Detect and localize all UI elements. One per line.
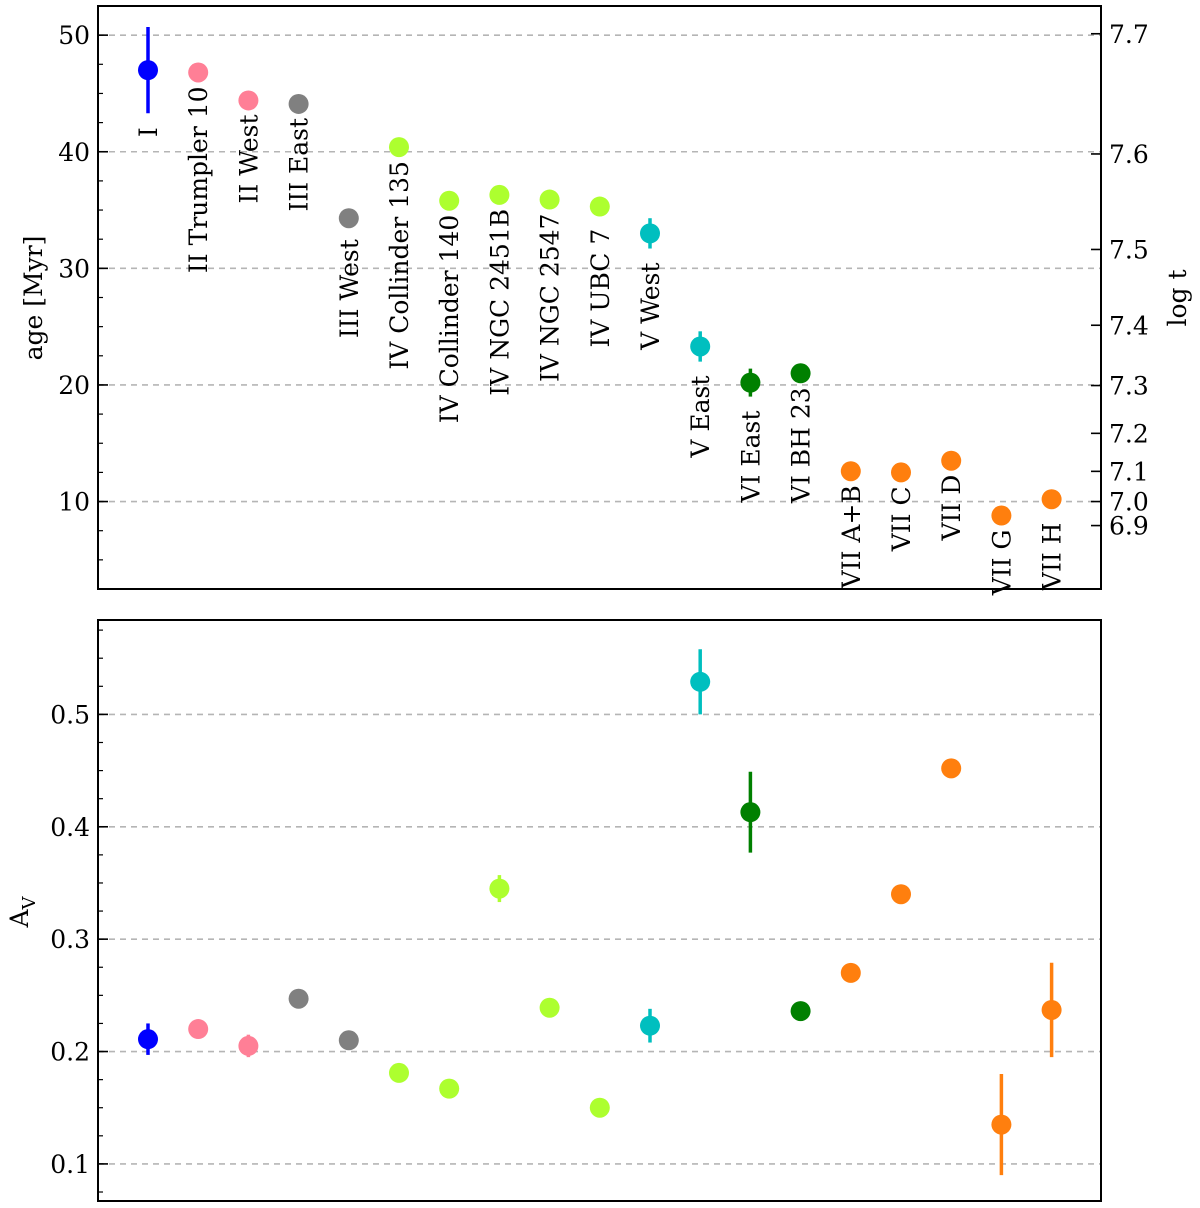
data-point: [288, 93, 309, 114]
right-y-tick-label: 7.1: [1109, 457, 1149, 486]
data-point: [238, 1035, 259, 1056]
y-tick-label: 30: [58, 254, 90, 283]
data-point: [138, 1029, 158, 1050]
data-point: [439, 1078, 460, 1099]
data-point: [891, 462, 911, 483]
data-point: [288, 988, 309, 1009]
data-point: [338, 1030, 359, 1051]
group-label: VI East: [736, 411, 765, 504]
group-label: IV Collinder 135: [385, 161, 414, 370]
top-ticks: 10 20 30 40 50 6.97.07.1 7.2 7.3 7.4 7.5 7.6 7.7: [58, 5, 1149, 590]
group-label: VII C: [887, 486, 916, 552]
top-labels: I II Trumpler 10 II West III East III West IV…: [134, 86, 1067, 596]
group-label: III East: [285, 118, 314, 212]
data-point: [790, 363, 811, 384]
group-label: II West: [234, 114, 263, 203]
data-point: [439, 190, 460, 211]
top-grid: [98, 34, 1101, 503]
right-y-tick-label: 6.9: [1109, 512, 1149, 541]
y-tick-label: 0.3: [50, 925, 90, 954]
right-y-tick-label: 7.2: [1109, 419, 1149, 448]
bottom-ticks: 0.1 0.2 0.3 0.4 0.5: [50, 629, 108, 1193]
y-tick-label: 0.5: [50, 700, 90, 729]
group-label: V East: [686, 376, 715, 459]
data-point: [640, 1015, 660, 1036]
y-tick-label: 0.4: [50, 813, 90, 842]
data-point: [188, 1019, 209, 1040]
data-point: [489, 878, 510, 899]
data-point: [1041, 489, 1062, 510]
data-point: [941, 450, 962, 471]
bottom-panel: 0.1 0.2 0.3 0.4 0.5 AV: [5, 619, 1102, 1202]
group-label: VII A+B: [837, 485, 866, 589]
data-point: [690, 336, 711, 357]
group-label: VII H: [1038, 523, 1067, 592]
right-y-tick-label: 7.7: [1109, 20, 1149, 49]
y-tick-label: 0.2: [50, 1038, 90, 1067]
top-plot-frame: [97, 5, 1102, 590]
data-point: [740, 802, 761, 823]
group-label: VI BH 23: [787, 387, 816, 504]
group-label: IV Collinder 140: [435, 215, 464, 424]
right-y-tick-label: 7.5: [1109, 235, 1149, 264]
data-point: [589, 1097, 610, 1118]
bottom-points: [138, 649, 1062, 1176]
data-point: [138, 60, 158, 81]
right-y-tick-label: 7.3: [1109, 372, 1149, 401]
group-label: IV UBC 7: [586, 229, 615, 348]
data-point: [389, 137, 409, 158]
group-label: II Trumpler 10: [184, 86, 213, 273]
data-point: [640, 223, 660, 244]
right-y-tick-label: 7.6: [1109, 140, 1149, 169]
data-point: [991, 1114, 1012, 1135]
data-point: [539, 189, 560, 210]
group-label: V West: [636, 263, 665, 351]
y-tick-label: 20: [58, 371, 90, 400]
data-point: [389, 1062, 409, 1083]
data-point: [1041, 999, 1062, 1020]
data-point: [188, 62, 209, 83]
group-label: VII G: [987, 530, 1016, 597]
bottom-grid: [98, 713, 1101, 1165]
bottom-plot-frame: [97, 619, 1102, 1202]
data-point: [238, 90, 259, 111]
y-tick-label: 50: [58, 21, 90, 50]
top-points: [138, 26, 1062, 526]
data-point: [489, 184, 510, 205]
data-point: [790, 1001, 811, 1022]
data-point: [690, 671, 711, 692]
data-point: [840, 461, 861, 482]
data-point: [840, 962, 861, 983]
bottom-y-axis-label: AV: [5, 895, 40, 928]
data-point: [539, 997, 560, 1018]
group-label: IV NGC 2451B: [485, 209, 514, 396]
group-label: I: [134, 127, 163, 137]
data-point: [589, 196, 610, 217]
data-point: [338, 208, 359, 229]
data-point: [991, 505, 1012, 526]
y-tick-label: 10: [58, 488, 90, 517]
top-y-axis-label: age [Myr]: [19, 236, 48, 361]
y-tick-label: 40: [58, 138, 90, 167]
right-y-tick-label: 7.0: [1109, 488, 1149, 517]
y-tick-label: 0.1: [50, 1150, 90, 1179]
group-label: IV NGC 2547: [536, 214, 565, 382]
data-point: [941, 758, 962, 779]
right-y-tick-label: 7.4: [1109, 311, 1149, 340]
group-label: III West: [335, 239, 364, 338]
top-right-axis-label: log t: [1163, 269, 1192, 326]
data-point: [891, 884, 911, 905]
group-label: VII D: [937, 475, 966, 542]
data-point: [740, 372, 761, 393]
